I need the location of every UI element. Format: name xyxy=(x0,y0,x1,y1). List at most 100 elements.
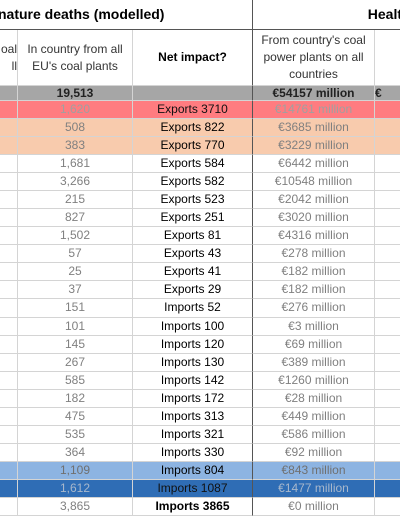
cell: €3685 million xyxy=(253,119,375,138)
cell: 1,109 xyxy=(18,461,133,480)
cell xyxy=(0,191,18,210)
cell: Imports 330 xyxy=(133,443,253,462)
cell xyxy=(375,119,400,138)
cell: Exports 81 xyxy=(133,227,253,246)
cell xyxy=(0,317,18,336)
cell: €10548 million xyxy=(253,173,375,192)
cell: Imports 142 xyxy=(133,371,253,390)
cell: €2042 million xyxy=(253,191,375,210)
cell: €1260 million xyxy=(253,371,375,390)
cell: 1,502 xyxy=(18,227,133,246)
cell: €182 million xyxy=(253,263,375,282)
cell: Exports 41 xyxy=(133,263,253,282)
cell: €276 million xyxy=(253,299,375,318)
header-cell: From country's coal power plants on all … xyxy=(253,30,375,86)
cell xyxy=(0,443,18,462)
cell: €28 million xyxy=(253,389,375,408)
cell: Exports 584 xyxy=(133,155,253,174)
cell xyxy=(375,389,400,408)
cell xyxy=(375,281,400,300)
cell: 37 xyxy=(18,281,133,300)
cell: €389 million xyxy=(253,353,375,372)
cell xyxy=(0,137,18,156)
cell: Exports 29 xyxy=(133,281,253,300)
cell: 151 xyxy=(18,299,133,318)
total-cell xyxy=(133,86,253,101)
cell: 267 xyxy=(18,353,133,372)
cell: Exports 770 xyxy=(133,137,253,156)
cell: Exports 43 xyxy=(133,245,253,264)
cell xyxy=(375,245,400,264)
cell: Exports 822 xyxy=(133,119,253,138)
cell: 101 xyxy=(18,317,133,336)
cell xyxy=(0,425,18,444)
cell: Imports 172 xyxy=(133,389,253,408)
cell xyxy=(0,335,18,354)
cell xyxy=(0,353,18,372)
cell xyxy=(375,335,400,354)
cell: €3229 million xyxy=(253,137,375,156)
cell xyxy=(0,299,18,318)
total-cell xyxy=(0,86,18,101)
cell xyxy=(375,317,400,336)
cell xyxy=(375,191,400,210)
cell xyxy=(375,353,400,372)
cell: 508 xyxy=(18,119,133,138)
cell: 475 xyxy=(18,407,133,426)
cell xyxy=(375,209,400,228)
cell xyxy=(0,461,18,480)
cell: Imports 100 xyxy=(133,317,253,336)
cell: Imports 52 xyxy=(133,299,253,318)
cell: €3 million xyxy=(253,317,375,336)
cell: Exports 523 xyxy=(133,191,253,210)
cell xyxy=(375,299,400,318)
cell: €4316 million xyxy=(253,227,375,246)
cell xyxy=(0,263,18,282)
cell xyxy=(0,155,18,174)
cell: 182 xyxy=(18,389,133,408)
cell: 585 xyxy=(18,371,133,390)
cell: €278 million xyxy=(253,245,375,264)
cell: 1,612 xyxy=(18,479,133,498)
cell xyxy=(0,371,18,390)
cell: 535 xyxy=(18,425,133,444)
cell xyxy=(0,407,18,426)
cell xyxy=(375,461,400,480)
cell xyxy=(0,245,18,264)
total-cell: €54157 million xyxy=(253,86,375,101)
cell: Imports 313 xyxy=(133,407,253,426)
cell: €586 million xyxy=(253,425,375,444)
cell: €449 million xyxy=(253,407,375,426)
cell: 383 xyxy=(18,137,133,156)
title-cell: Healt xyxy=(253,0,400,30)
cell xyxy=(375,443,400,462)
title-cell: nature deaths (modelled) xyxy=(0,0,253,30)
cell: Exports 3710 xyxy=(133,101,253,120)
cell: Imports 321 xyxy=(133,425,253,444)
cell xyxy=(0,497,18,516)
header-cell: In country from all EU's coal plants xyxy=(18,30,133,86)
cell: 1,620 xyxy=(18,101,133,120)
header-cell xyxy=(375,30,400,86)
cell: Imports 120 xyxy=(133,335,253,354)
cell xyxy=(0,119,18,138)
cell xyxy=(375,497,400,516)
cell xyxy=(375,227,400,246)
cell xyxy=(375,263,400,282)
cell: €0 million xyxy=(253,497,375,516)
cell: 1,681 xyxy=(18,155,133,174)
cell xyxy=(375,137,400,156)
cell: Imports 804 xyxy=(133,461,253,480)
cell: €3020 million xyxy=(253,209,375,228)
cell xyxy=(0,389,18,408)
cell xyxy=(375,425,400,444)
cell: €182 million xyxy=(253,281,375,300)
cell: 3,266 xyxy=(18,173,133,192)
cell: 364 xyxy=(18,443,133,462)
cell: Imports 130 xyxy=(133,353,253,372)
cell: 215 xyxy=(18,191,133,210)
cell: 57 xyxy=(18,245,133,264)
cell xyxy=(375,155,400,174)
cell xyxy=(0,227,18,246)
